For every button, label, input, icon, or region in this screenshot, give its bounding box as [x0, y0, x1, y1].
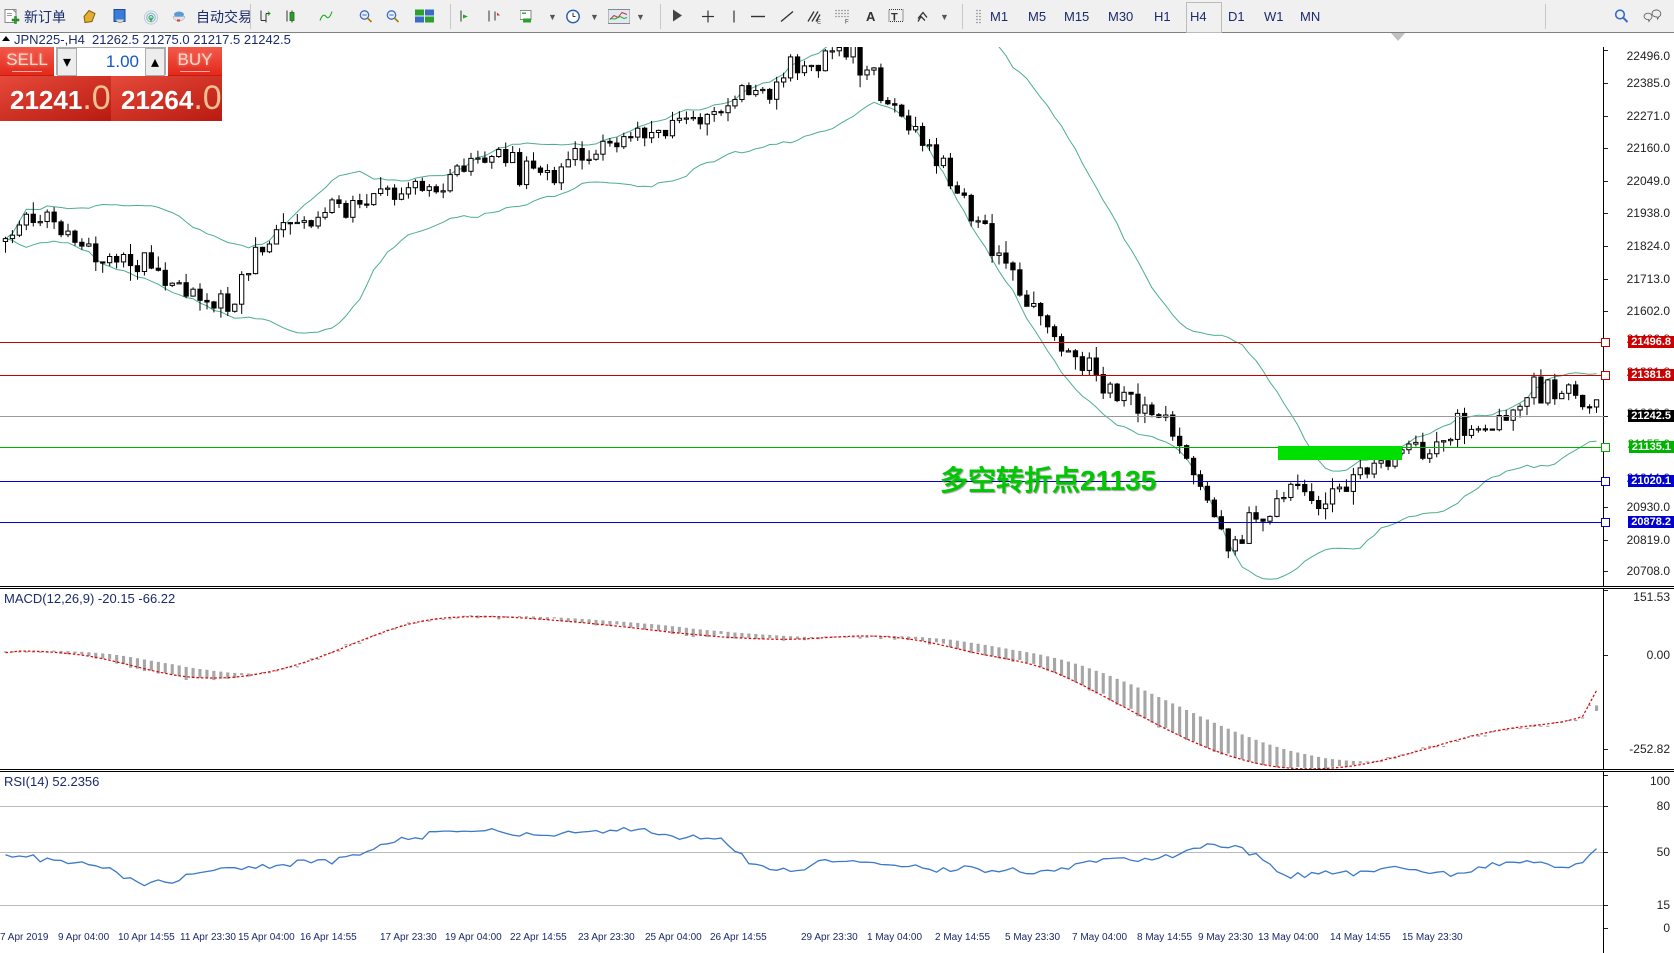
svg-text:E: E	[817, 20, 821, 26]
svg-text:F: F	[845, 20, 849, 26]
svg-text:T: T	[891, 12, 898, 24]
